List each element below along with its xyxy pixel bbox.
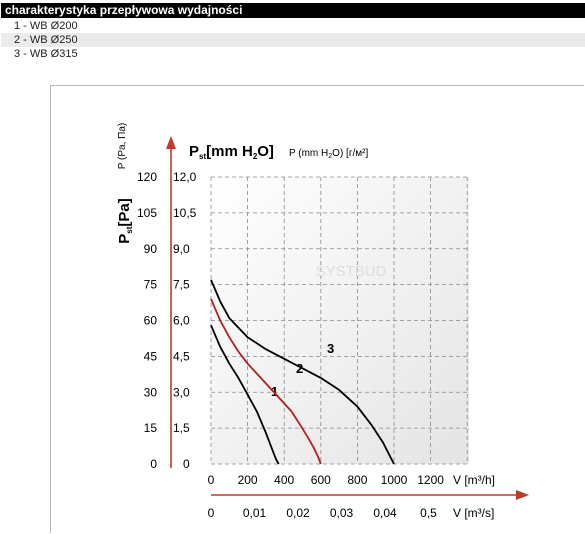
x-tick-m3s: 0 [208, 506, 215, 520]
y-tick-pa: 75 [144, 278, 158, 292]
x-axis-m3h-label: V [m³/h] [453, 473, 495, 487]
curve-label-3: 3 [327, 341, 334, 356]
y-axis-title: Pst[mm H2O] [189, 143, 274, 161]
x-tick-m3s: 0,01 [243, 506, 267, 520]
y-tick-pa: 105 [137, 206, 157, 220]
y-axis-alt-label: P (Pa, Па) [117, 123, 128, 169]
y-axis-main-label: Pst[Pa] [116, 198, 134, 243]
y-tick-mm: 3,0 [173, 385, 190, 399]
y-axis-arrow [166, 136, 176, 468]
y-tick-pa: 45 [144, 349, 158, 363]
x-axis-m3s-label: V [m³/s] [453, 506, 494, 520]
x-axis-arrow [211, 490, 529, 500]
curve-3 [210, 279, 395, 465]
curve-label-2: 2 [296, 361, 303, 376]
x-tick-m3h: 800 [347, 473, 367, 487]
curves: 1 2 3 [210, 279, 395, 465]
y-tick-pa: 60 [144, 314, 158, 328]
chart-frame: SYSTBUD Pst[Pa] P (Pa, Па) Pst[mm H2O] P… [50, 85, 584, 533]
x-tick-m3s: 0,02 [286, 506, 310, 520]
x-tick-m3h: 200 [238, 473, 258, 487]
y-tick-pa: 0 [150, 457, 157, 471]
y-tick-mm: 12,0 [173, 170, 197, 184]
watermark: SYSTBUD [316, 263, 387, 280]
x-tick-m3h: 1200 [417, 473, 444, 487]
y-tick-mm: 4,5 [173, 349, 190, 363]
x-tick-m3h: 1000 [381, 473, 408, 487]
x-tick-m3s: 0,04 [373, 506, 397, 520]
y-tick-pa: 15 [144, 421, 158, 435]
y-tick-mm: 6,0 [173, 314, 190, 328]
x-tick-m3s: 0,5 [420, 506, 437, 520]
y-tick-pa: 30 [144, 385, 158, 399]
x-tick-m3h: 400 [274, 473, 294, 487]
y-tick-mm: 9,0 [173, 242, 190, 256]
curve-1 [210, 324, 280, 465]
curve-2 [210, 298, 322, 465]
curve-label-1: 1 [271, 384, 278, 399]
y-tick-pa: 120 [137, 170, 157, 184]
x-tick-m3s: 0,03 [330, 506, 354, 520]
y-ticks: 0 15 1,5 30 3,0 45 4,5 60 6,0 75 7,5 90 9,0 105 10,5 12… [137, 170, 197, 471]
y-tick-mm: 0 [183, 457, 190, 471]
grid [210, 176, 469, 465]
x-tick-m3h: 0 [208, 473, 215, 487]
x-ticks: 0 200 400 600 800 1000 1200 0 0,01 0,02 0,03 0,04 0,… [208, 473, 445, 520]
y-tick-mm: 10,5 [173, 206, 197, 220]
flow-chart: SYSTBUD Pst[Pa] P (Pa, Па) Pst[mm H2O] P… [116, 123, 529, 520]
y-axis-title-alt: P (mm H2O) [г/м²] [289, 148, 368, 160]
section-header: charakterystyka przepływowa wydajności [1, 3, 585, 18]
legend-row-3: 3 - WB Ø315 [1, 47, 585, 61]
y-tick-pa: 90 [144, 242, 158, 256]
y-tick-mm: 7,5 [173, 278, 190, 292]
legend-row-1: 1 - WB Ø200 [1, 19, 585, 33]
y-tick-mm: 1,5 [173, 421, 190, 435]
x-tick-m3h: 600 [311, 473, 331, 487]
legend-row-2: 2 - WB Ø250 [1, 33, 585, 47]
